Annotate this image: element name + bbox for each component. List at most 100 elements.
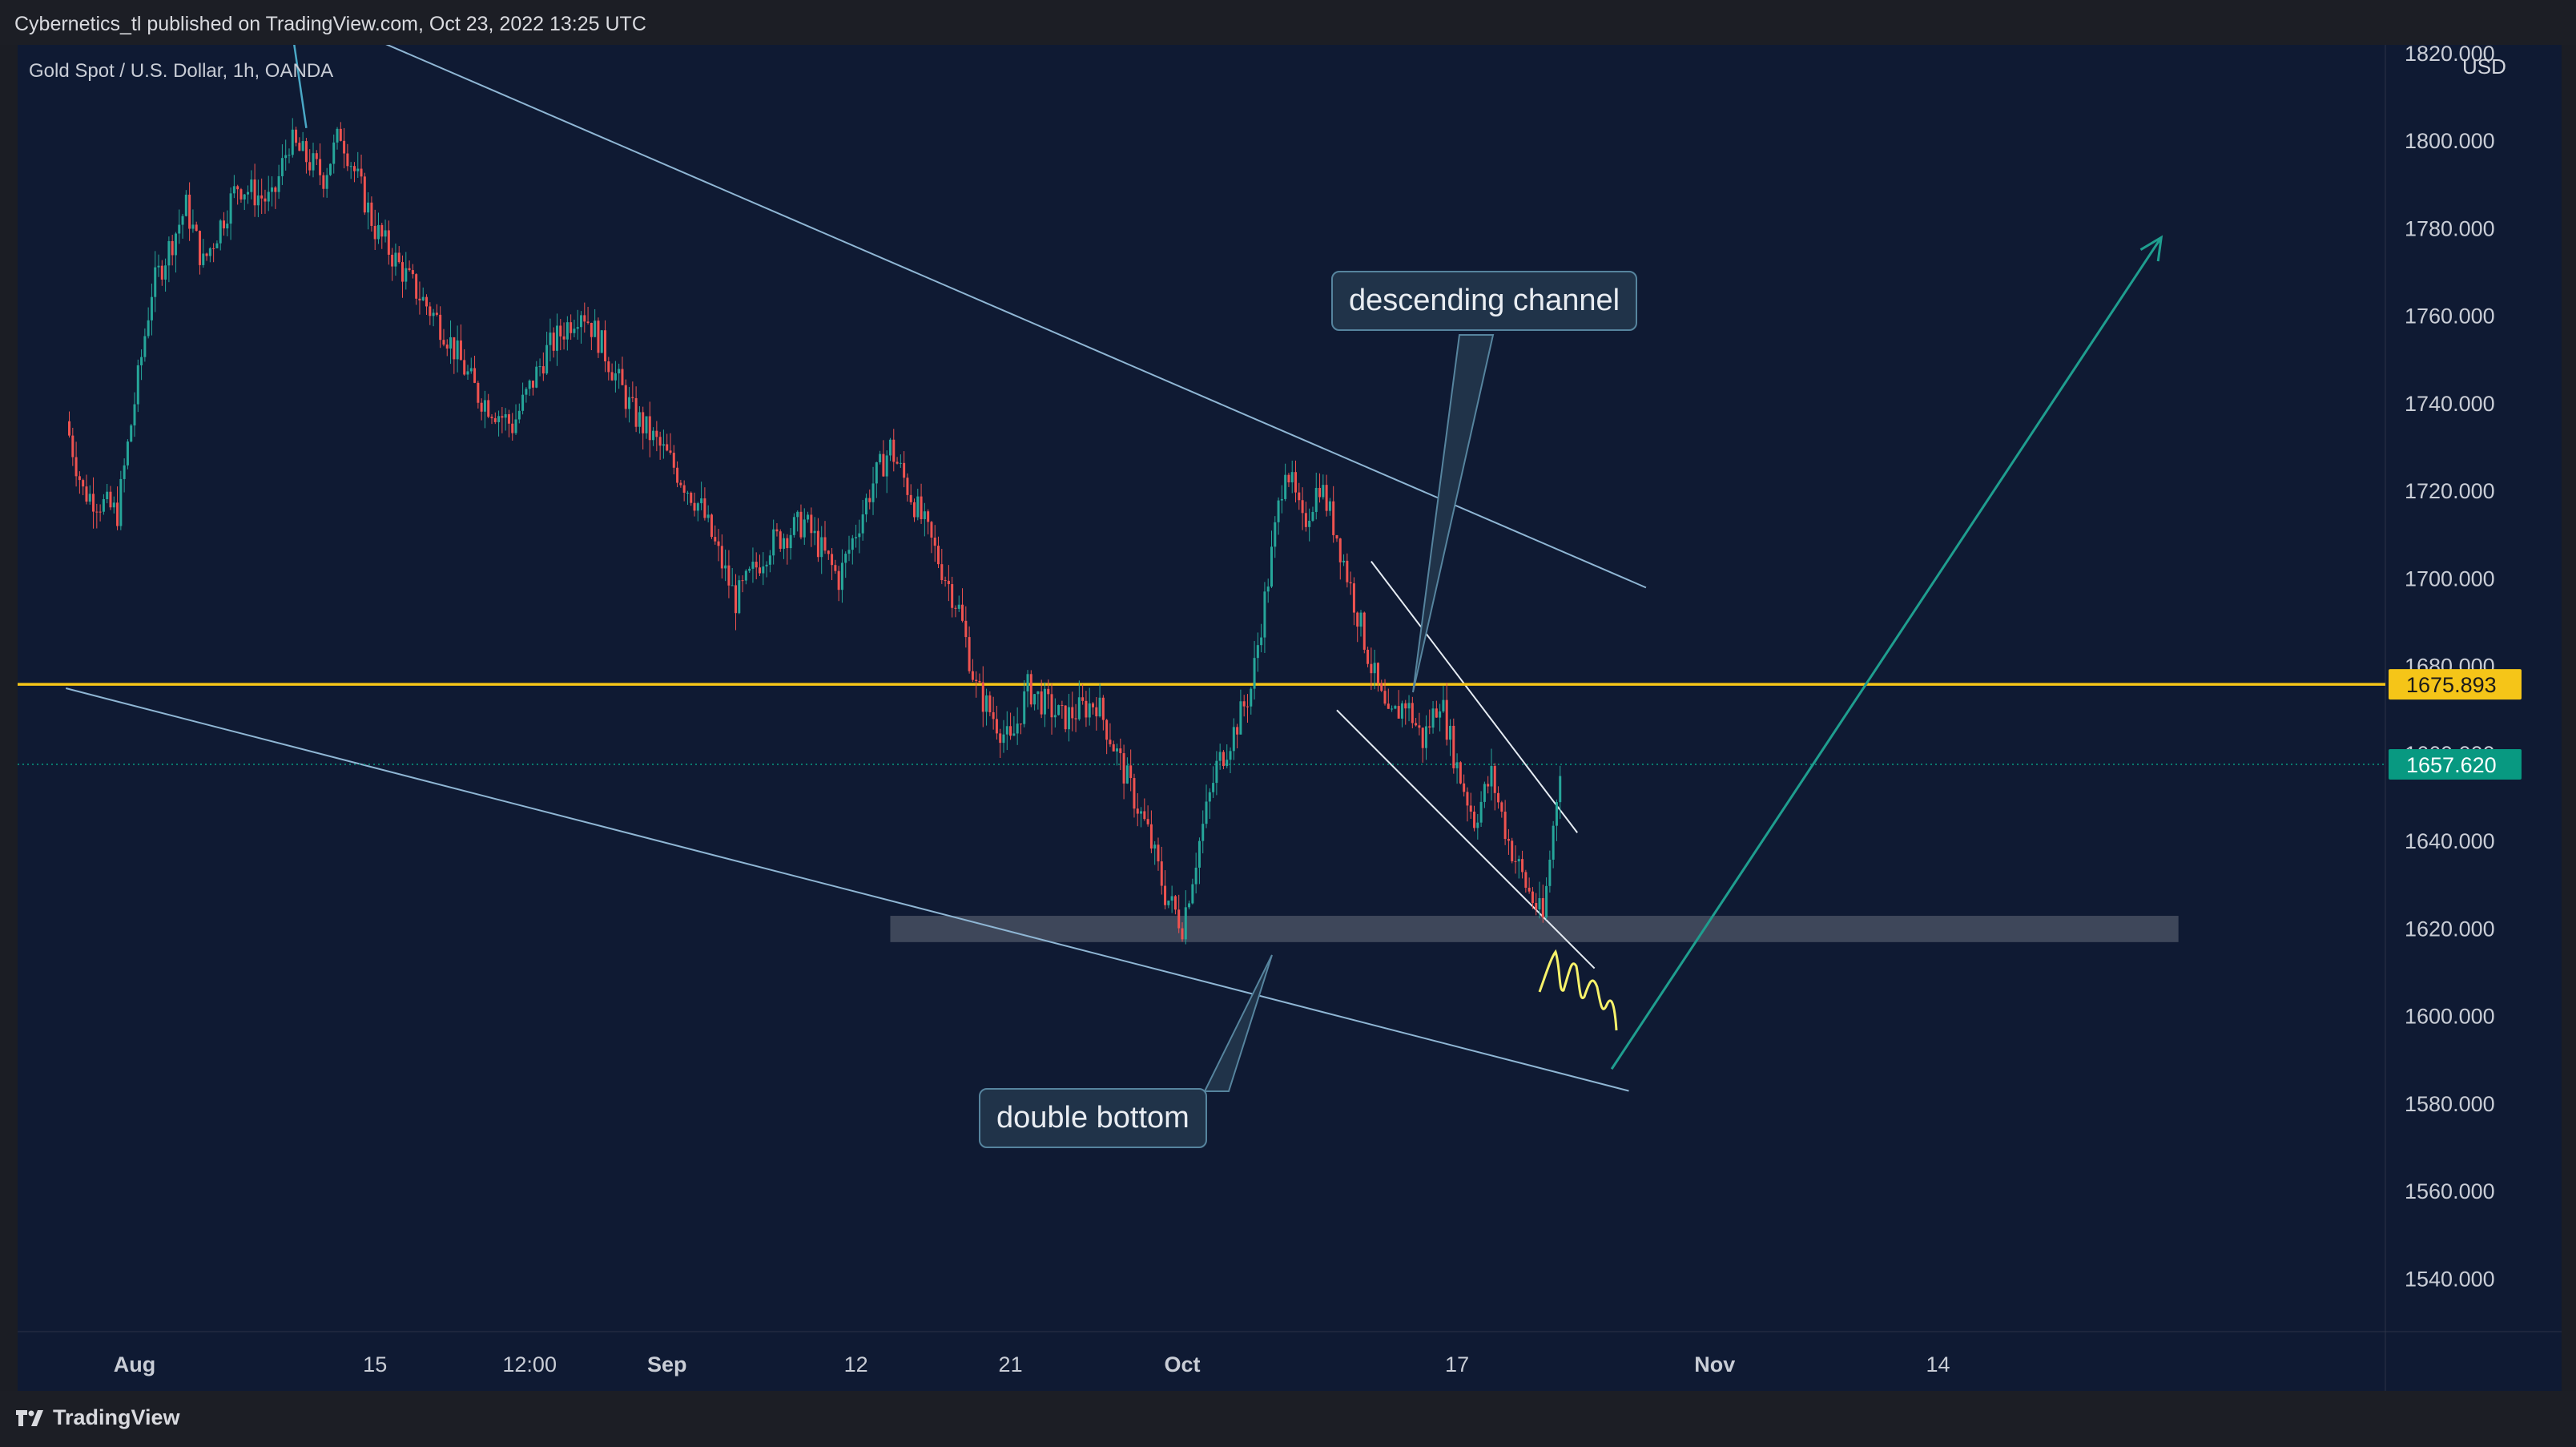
candle[interactable] (119, 470, 123, 530)
candle[interactable] (1531, 887, 1534, 909)
candle[interactable] (1266, 578, 1270, 603)
candle[interactable] (1005, 711, 1008, 751)
candle[interactable] (1208, 788, 1211, 819)
candle[interactable] (1002, 719, 1005, 753)
candle[interactable] (208, 247, 211, 263)
candle[interactable] (985, 688, 988, 726)
candle[interactable] (1424, 715, 1427, 760)
candle[interactable] (1490, 748, 1493, 801)
candle[interactable] (1559, 765, 1562, 820)
candle[interactable] (1342, 554, 1346, 566)
candle[interactable] (1077, 680, 1081, 721)
candle[interactable] (871, 466, 875, 515)
candle[interactable] (624, 379, 627, 418)
candle[interactable] (1009, 712, 1012, 740)
candle[interactable] (123, 458, 126, 493)
price-chart[interactable]: 1820.000 1800.000 1780.000 1760.000 1740.000… (18, 45, 2562, 1391)
candle[interactable] (232, 175, 235, 199)
candle[interactable] (741, 575, 744, 593)
tradingview-brand[interactable]: TradingView (14, 1405, 180, 1430)
candle[interactable] (442, 328, 445, 347)
candle[interactable] (570, 314, 573, 341)
candle[interactable] (1356, 611, 1359, 643)
candle[interactable] (421, 287, 425, 302)
candle[interactable] (1418, 712, 1421, 736)
candle[interactable] (738, 575, 741, 615)
candle[interactable] (1284, 463, 1287, 502)
candle[interactable] (82, 478, 85, 496)
candle[interactable] (1239, 689, 1242, 735)
candle[interactable] (937, 536, 940, 569)
candle[interactable] (188, 182, 191, 241)
candle[interactable] (786, 534, 789, 565)
candle[interactable] (1256, 632, 1259, 672)
candle[interactable] (219, 219, 222, 251)
small-channel-upper-line[interactable] (1371, 560, 1578, 833)
candle[interactable] (1098, 683, 1101, 718)
candle[interactable] (1133, 773, 1136, 818)
candle[interactable] (1421, 727, 1424, 763)
candle[interactable] (1050, 683, 1053, 735)
candle[interactable] (202, 239, 205, 268)
candle[interactable] (748, 566, 751, 574)
candle[interactable] (1308, 508, 1311, 542)
candle[interactable] (1383, 679, 1387, 706)
candle[interactable] (1435, 700, 1438, 718)
candle[interactable] (1112, 740, 1115, 752)
small-channel-lower-line[interactable] (1336, 709, 1596, 969)
candle[interactable] (1538, 881, 1541, 919)
candle[interactable] (1280, 485, 1283, 514)
candle[interactable] (1253, 641, 1256, 700)
candle[interactable] (1023, 679, 1026, 728)
candle[interactable] (906, 473, 909, 502)
candle[interactable] (927, 509, 930, 534)
candle[interactable] (1061, 700, 1064, 719)
candle[interactable] (944, 576, 947, 587)
candle[interactable] (669, 433, 672, 455)
candle[interactable] (1167, 900, 1170, 909)
candle[interactable] (1181, 922, 1184, 942)
candle[interactable] (690, 491, 693, 506)
marker-line[interactable] (289, 45, 308, 128)
candle[interactable] (181, 213, 184, 239)
projection-arrow-line[interactable] (1610, 236, 2163, 1070)
candle[interactable] (755, 552, 758, 580)
candle[interactable] (308, 149, 312, 176)
candle[interactable] (239, 187, 243, 204)
candle[interactable] (1071, 691, 1074, 732)
candle[interactable] (706, 505, 710, 522)
candle[interactable] (762, 552, 765, 586)
candle[interactable] (1352, 577, 1355, 626)
candle[interactable] (1318, 473, 1322, 503)
candle[interactable] (995, 705, 998, 740)
candle[interactable] (1463, 774, 1466, 797)
candle[interactable] (768, 550, 771, 573)
candle[interactable] (178, 209, 181, 244)
candle[interactable] (1514, 845, 1517, 874)
candle[interactable] (1338, 538, 1342, 580)
candle[interactable] (888, 437, 892, 462)
candle[interactable] (71, 427, 74, 466)
candle[interactable] (580, 311, 583, 344)
candle[interactable] (328, 163, 332, 176)
candle[interactable] (868, 489, 871, 510)
candle[interactable] (167, 236, 171, 283)
candle[interactable] (576, 309, 579, 340)
candle[interactable] (861, 500, 864, 541)
candle[interactable] (597, 317, 600, 358)
descending-channel-label[interactable]: descending channel (1331, 271, 1638, 331)
candle[interactable] (1411, 696, 1414, 729)
candle[interactable] (1184, 890, 1187, 945)
candle[interactable] (628, 386, 631, 423)
candle[interactable] (501, 407, 504, 433)
candle[interactable] (226, 210, 229, 236)
candle[interactable] (1400, 700, 1403, 728)
candle[interactable] (521, 382, 525, 415)
candle[interactable] (1191, 878, 1194, 905)
candle[interactable] (1366, 647, 1370, 667)
candle[interactable] (1376, 662, 1379, 692)
candle[interactable] (1349, 571, 1352, 595)
current-price-tag[interactable]: 1657.620 (2389, 748, 2522, 780)
candle[interactable] (1314, 472, 1318, 520)
candle[interactable] (136, 359, 139, 413)
